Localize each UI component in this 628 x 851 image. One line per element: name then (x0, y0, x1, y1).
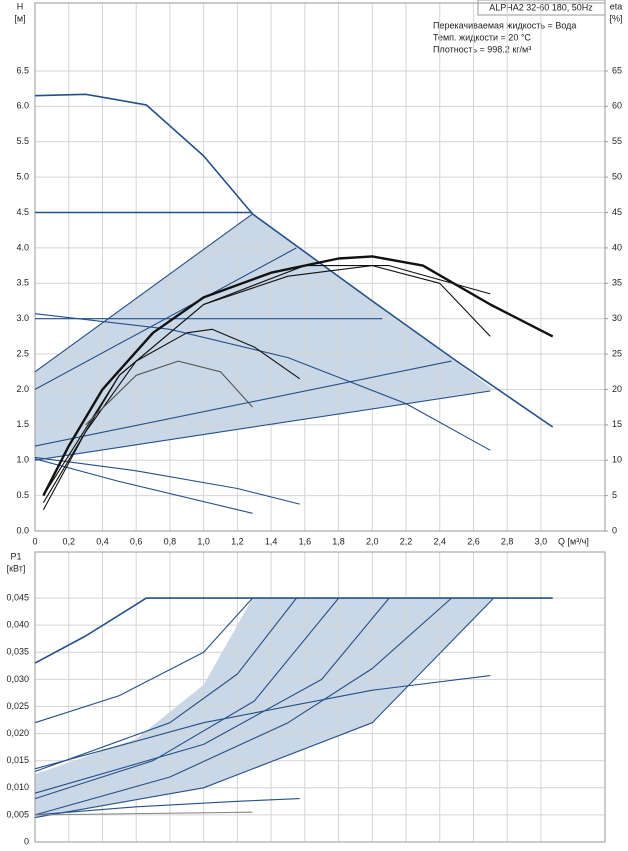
y-tick-label: 0.5 (16, 490, 29, 500)
note: Темп. жидкости = 20 °C (433, 32, 531, 42)
curve (34, 597, 495, 819)
y2-tick-label: 55 (612, 136, 622, 146)
curve (34, 390, 491, 461)
x-tick-label: 2,4 (433, 536, 446, 546)
y-tick-label: 0,025 (6, 701, 29, 711)
x-tick-label: 1,0 (197, 536, 210, 546)
note: Перекачиваемая жидкость = Вода (433, 20, 576, 30)
curve (34, 458, 253, 514)
y-axis-label: H (17, 1, 24, 11)
x-tick-label: 2,0 (366, 536, 379, 546)
y2-tick-label: 50 (612, 171, 622, 181)
curve (34, 811, 253, 816)
plot-frame (34, 2, 606, 532)
y-tick-label: 6.5 (16, 65, 29, 75)
y-tick-label: 0,015 (6, 755, 29, 765)
curve (34, 798, 300, 816)
curve (34, 313, 491, 451)
plot-frame (34, 551, 606, 843)
y2-tick-label: 10 (612, 455, 622, 465)
y-tick-label: 5.5 (16, 136, 29, 146)
note: Плотность = 998.2 кг/м³ (433, 44, 531, 54)
x-tick-label: 0,4 (96, 536, 109, 546)
y-tick-label: 4.5 (16, 207, 29, 217)
y2-axis-unit: [%] (609, 13, 622, 23)
curve (34, 213, 253, 373)
curve (42, 265, 491, 503)
operating-area (35, 213, 494, 461)
operating-area (35, 598, 494, 818)
curve (34, 675, 491, 770)
curve (34, 597, 340, 800)
y-axis-unit: [кВт] (7, 563, 26, 573)
x-tick-label: 0,8 (164, 536, 177, 546)
x-axis-label: Q [м³/ч] (558, 536, 589, 546)
curve (34, 597, 390, 794)
y-tick-label: 0 (24, 836, 29, 846)
x-tick-label: 1,6 (299, 536, 312, 546)
y-axis-unit: [м] (14, 13, 25, 23)
y2-tick-label: 60 (612, 101, 622, 111)
y2-tick-label: 5 (612, 490, 617, 500)
x-tick-label: 0 (32, 536, 37, 546)
y2-tick-label: 25 (612, 348, 622, 358)
curve (34, 597, 452, 816)
curve (34, 93, 554, 428)
curve (34, 597, 553, 664)
x-tick-label: 3,0 (535, 536, 548, 546)
y-axis-label: P1 (10, 551, 21, 561)
curve (42, 265, 491, 496)
y2-axis-label: eta (610, 1, 623, 11)
y2-tick-label: 15 (612, 419, 622, 429)
curve (34, 247, 297, 390)
curve (85, 360, 253, 426)
y-tick-label: 0,010 (6, 782, 29, 792)
x-tick-label: 0,6 (130, 536, 143, 546)
y-tick-label: 2.5 (16, 348, 29, 358)
y2-tick-label: 65 (612, 65, 622, 75)
x-tick-label: 0,2 (62, 536, 75, 546)
curve (34, 456, 300, 505)
y-tick-label: 2.0 (16, 384, 29, 394)
curve (42, 255, 554, 497)
y2-tick-label: 20 (612, 384, 622, 394)
y-tick-label: 0.0 (16, 525, 29, 535)
y-tick-label: 6.0 (16, 101, 29, 111)
y-tick-label: 0,030 (6, 674, 29, 684)
x-tick-label: 2,8 (501, 536, 514, 546)
y2-tick-label: 30 (612, 313, 622, 323)
y2-tick-label: 35 (612, 278, 622, 288)
x-tick-label: 2,2 (400, 536, 413, 546)
y-tick-label: 5.0 (16, 171, 29, 181)
y-tick-label: 3.5 (16, 278, 29, 288)
y2-tick-label: 0 (612, 525, 617, 535)
y-tick-label: 0,045 (6, 592, 29, 602)
y-tick-label: 0,035 (6, 647, 29, 657)
y-tick-label: 1.0 (16, 455, 29, 465)
y2-tick-label: 45 (612, 207, 622, 217)
x-tick-label: 1,2 (231, 536, 244, 546)
curve (34, 360, 452, 447)
y-tick-label: 4.0 (16, 242, 29, 252)
x-tick-label: 2,6 (467, 536, 480, 546)
y-tick-label: 0,040 (6, 620, 29, 630)
x-tick-label: 1,8 (332, 536, 345, 546)
y-tick-label: 3.0 (16, 313, 29, 323)
curve (34, 597, 253, 724)
curve (42, 328, 301, 511)
y-tick-label: 1.5 (16, 419, 29, 429)
x-tick-label: 1,4 (265, 536, 278, 546)
y-tick-label: 0,005 (6, 809, 29, 819)
curve (34, 597, 297, 773)
y2-tick-label: 40 (612, 242, 622, 252)
y-tick-label: 0,020 (6, 728, 29, 738)
